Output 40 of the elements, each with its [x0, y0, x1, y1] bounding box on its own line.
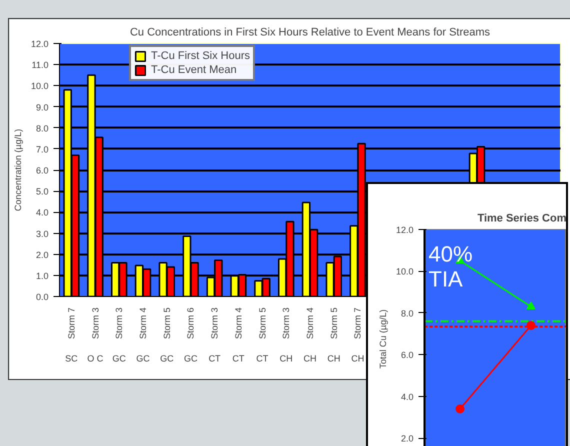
y-tick-label: 2.0	[400, 434, 414, 444]
y-tick-label: 0.0	[36, 292, 49, 302]
y-tick-label: 6.0	[400, 350, 414, 360]
y-tick-label: 8.0	[400, 308, 414, 318]
point	[456, 404, 464, 414]
y-tick-label: 4.0	[400, 392, 414, 402]
legend-label: T-Cu Event Mean	[151, 64, 237, 76]
y-tick-label: 7.0	[36, 144, 49, 154]
y-tick-label: 8.0	[36, 123, 49, 134]
y-tick-label: 3.0	[36, 228, 49, 239]
y-axis-title: Total Cu (µg/L)	[378, 309, 388, 369]
y-tick-label: 12.0	[396, 225, 414, 235]
category-label: Storm 4 CT	[232, 307, 244, 364]
legend-label: T-Cu First Six Hours	[151, 50, 250, 62]
y-tick-label: 12.0	[30, 39, 49, 49]
y-axis-title: Concentration (µg/L)	[12, 128, 23, 212]
category-label: Storm 7 CH	[351, 307, 364, 364]
y-tick-label: 5.0	[36, 186, 49, 197]
y-tick-label: 4.0	[36, 208, 49, 218]
category-label: Storm 3 CT	[208, 307, 221, 364]
category-label: Storm 3 CH	[280, 307, 293, 364]
y-tick-label: 1.0	[36, 270, 49, 281]
chart-title: Time Series Com	[477, 212, 567, 224]
category-label: Storm 5 CT	[256, 307, 268, 364]
y-tick-label: 6.0	[36, 166, 49, 176]
chart-title: Cu Concentrations in First Six Hours Relative to Event Means for Streams	[130, 26, 491, 38]
category-label: Storm 5 CH	[327, 307, 340, 364]
category-label: Storm 4 GC	[136, 307, 150, 364]
category-label: Storm 3 O C	[87, 307, 104, 364]
category-label: Storm 6 GC	[184, 307, 198, 364]
y-tick-label: 10.0	[30, 81, 49, 92]
category-label: Storm 7 SC	[65, 307, 78, 364]
point	[526, 320, 536, 330]
y-tick-label: 2.0	[36, 250, 49, 260]
category-label: Storm 3 GC	[112, 307, 126, 364]
y-tick-label: 10.0	[396, 266, 414, 277]
category-label: Storm 5 GC	[160, 307, 174, 364]
y-tick-label: 11.0	[32, 60, 49, 70]
category-label: Storm 4 CH	[304, 307, 316, 364]
y-tick-label: 9.0	[36, 102, 49, 112]
